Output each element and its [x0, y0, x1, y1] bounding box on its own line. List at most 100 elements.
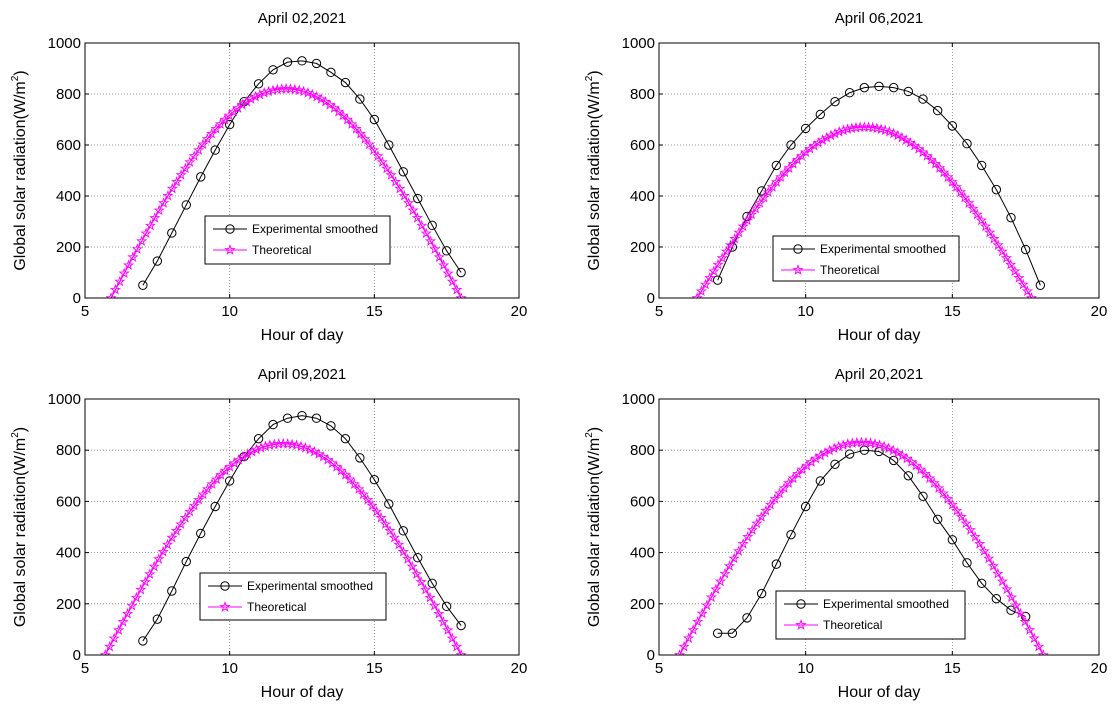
- theoretical-point: [967, 202, 979, 214]
- theoretical-point: [197, 138, 209, 150]
- theoretical-point: [1033, 640, 1045, 652]
- experimental-point: [398, 167, 408, 177]
- theoretical-point: [344, 473, 356, 485]
- theoretical-point: [988, 232, 1000, 244]
- theoretical-point: [122, 259, 135, 271]
- experimental-point: [167, 586, 177, 596]
- experimental-point: [167, 228, 177, 238]
- theoretical-point: [983, 552, 995, 564]
- experimental-point: [771, 559, 782, 569]
- theoretical-point: [424, 235, 437, 246]
- theoretical-point: [337, 109, 349, 121]
- theoretical-point: [121, 607, 134, 619]
- theoretical-point: [184, 156, 196, 167]
- experimental-point: [742, 613, 752, 623]
- y-tick-label: 1000: [48, 391, 81, 408]
- y-tick-label: 0: [73, 290, 81, 307]
- theoretical-point: [1037, 649, 1049, 655]
- y-axis-label: Global solar radiation(W/m2): [584, 427, 603, 627]
- theoretical-point: [306, 88, 318, 100]
- experimental-point: [786, 140, 796, 150]
- legend-box: [199, 572, 387, 621]
- theoretical-point: [808, 139, 820, 151]
- theoretical-point: [402, 553, 414, 564]
- theoretical-point: [99, 649, 111, 655]
- y-tick-label: 200: [56, 239, 81, 256]
- experimental-point: [369, 114, 380, 125]
- theoretical-point: [933, 482, 945, 493]
- theoretical-point: [770, 176, 783, 187]
- legend-marker-star: [219, 600, 231, 612]
- theoretical-point: [455, 649, 467, 655]
- theoretical-point: [729, 232, 741, 244]
- experimental-point: [1020, 611, 1031, 622]
- experimental-point: [210, 145, 220, 155]
- theoretical-point: [1014, 607, 1027, 619]
- theoretical-point: [804, 143, 816, 154]
- experimental-point: [181, 200, 191, 210]
- theoretical-point: [241, 95, 253, 107]
- theoretical-point: [914, 463, 927, 475]
- experimental-point: [224, 476, 235, 486]
- axes-box: [84, 398, 520, 656]
- theoretical-point: [708, 265, 720, 277]
- theoretical-point: [779, 166, 791, 178]
- theoretical-point: [987, 560, 999, 571]
- legend-marker-star: [224, 243, 236, 255]
- theoretical-point: [814, 449, 827, 461]
- theoretical-point: [769, 493, 781, 504]
- chart-title: April 06,2021: [835, 10, 923, 27]
- theoretical-point: [437, 616, 449, 627]
- y-tick-label: 400: [630, 545, 655, 562]
- theoretical-point: [149, 212, 161, 223]
- legend-label: Experimental smoothed: [820, 242, 946, 256]
- theoretical-point: [162, 189, 174, 201]
- x-tick-label: 10: [221, 660, 238, 677]
- theoretical-point: [193, 494, 205, 505]
- experimental-point: [456, 620, 466, 631]
- experimental-line: [142, 415, 462, 642]
- theoretical-point: [379, 518, 392, 529]
- theoretical-point: [699, 278, 712, 290]
- theoretical-point: [1010, 599, 1022, 611]
- theoretical-point: [438, 259, 450, 271]
- theoretical-point: [350, 122, 362, 134]
- theoretical-point: [131, 243, 143, 254]
- theoretical-point: [733, 226, 745, 238]
- theoretical-point: [783, 477, 795, 488]
- experimental-point: [888, 455, 899, 466]
- theoretical-point: [140, 227, 152, 239]
- experimental-point: [800, 123, 811, 134]
- experimental-point: [427, 578, 437, 589]
- theoretical-point: [1025, 292, 1038, 298]
- theoretical-point: [946, 498, 958, 510]
- experimental-point: [1006, 212, 1016, 223]
- experimental-point: [918, 491, 928, 501]
- legend-label: Theoretical: [820, 263, 879, 277]
- experimental-point: [326, 67, 336, 78]
- theoretical-point: [974, 538, 986, 549]
- theoretical-point: [416, 219, 428, 231]
- theoretical-point: [971, 208, 983, 220]
- theoretical-point: [108, 632, 120, 644]
- theoretical-point: [246, 445, 258, 457]
- theoretical-point: [751, 517, 763, 529]
- theoretical-point: [821, 131, 833, 143]
- experimental-point: [771, 160, 782, 171]
- experimental-point: [268, 65, 278, 75]
- theoretical-point: [1024, 624, 1036, 635]
- theoretical-point: [341, 113, 353, 125]
- y-axis-label-superscript: 2: [584, 75, 595, 81]
- experimental-point: [311, 413, 322, 423]
- theoretical-point: [175, 169, 187, 180]
- experimental-point: [253, 433, 264, 444]
- theoretical-point: [197, 488, 209, 500]
- experimental-point: [297, 410, 307, 421]
- theoretical-point: [372, 150, 384, 161]
- experimental-point: [918, 94, 928, 104]
- experimental-point: [196, 528, 206, 539]
- experimental-point: [311, 58, 322, 69]
- theoretical-point: [144, 568, 156, 579]
- x-axis-label: Hour of day: [261, 684, 344, 701]
- theoretical-point: [259, 440, 271, 452]
